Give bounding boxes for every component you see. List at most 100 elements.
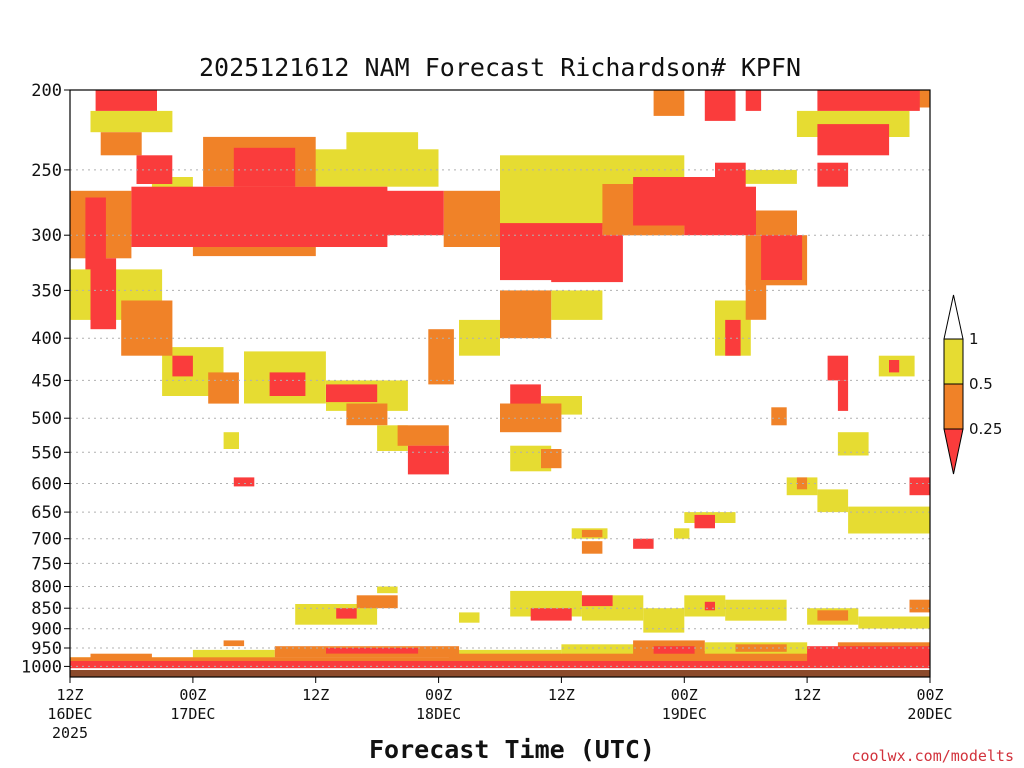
legend-swatch-high xyxy=(943,338,964,385)
ground-surface xyxy=(70,670,930,677)
heatmap-cell-mid xyxy=(397,425,449,446)
heatmap-cell-high xyxy=(858,616,930,629)
heatmap-cell-high xyxy=(192,649,275,660)
x-tick-hour: 00Z xyxy=(179,686,206,704)
heatmap-cell-mid xyxy=(581,529,603,538)
heatmap-cell-low xyxy=(530,608,572,621)
heatmap-cell-low xyxy=(172,355,193,377)
y-axis: 200 250 300 350 400 450 500 550 600 650 700 750 8008… xyxy=(21,81,70,677)
heatmap-cells xyxy=(70,90,930,669)
heatmap-cell-low xyxy=(909,477,930,496)
x-tick-date: 19DEC xyxy=(662,705,707,723)
heatmap-cell-high xyxy=(346,132,419,153)
heatmap-cell-low xyxy=(837,380,849,411)
heatmap-cell-mid xyxy=(909,599,930,613)
heatmap-cell-mid xyxy=(448,653,930,661)
x-tick-year: 2025 xyxy=(52,724,88,742)
heatmap-cell-low xyxy=(407,445,449,475)
heatmap-cell-mid xyxy=(443,190,500,247)
heatmap-cell-low xyxy=(694,514,715,529)
y-tick-label: 500 xyxy=(31,409,62,429)
x-tick-hour: 00Z xyxy=(671,686,698,704)
heatmap-cell-low xyxy=(326,648,419,654)
heatmap-cell-mid xyxy=(771,407,787,426)
heatmap-cell-high xyxy=(295,149,439,187)
heatmap-cell-high xyxy=(90,110,173,133)
heatmap-cell-high xyxy=(223,432,239,449)
heatmap-cell-low xyxy=(704,90,736,121)
x-tick-hour: 12Z xyxy=(302,686,329,704)
heatmap-cell-low xyxy=(510,384,541,404)
heatmap-cell-low xyxy=(761,235,803,280)
heatmap-cell-low xyxy=(85,197,106,270)
heatmap-cell-low xyxy=(131,186,388,247)
heatmap-cell-low xyxy=(336,608,357,619)
heatmap-cell-high xyxy=(674,528,690,539)
x-axis-label: Forecast Time (UTC) xyxy=(369,735,655,764)
y-tick-label: 350 xyxy=(31,281,62,301)
heatmap-cell-mid xyxy=(653,90,685,116)
heatmap-cell-high xyxy=(837,432,869,456)
heatmap-cell-low xyxy=(704,601,715,611)
y-tick-label: 950 xyxy=(31,639,62,659)
heatmap-cell-mid xyxy=(500,290,552,339)
y-tick-label: 400 xyxy=(31,329,62,349)
heatmap-cell-low xyxy=(684,186,756,236)
legend-label: 0.5 xyxy=(969,375,993,393)
y-tick-label: 750 xyxy=(31,554,62,574)
heatmap-cell-low xyxy=(269,372,306,396)
x-tick-hour: 12Z xyxy=(794,686,821,704)
x-tick-hour: 12Z xyxy=(548,686,575,704)
color-legend: 1 0.5 0.25 xyxy=(943,294,1002,475)
heatmap-cell-low xyxy=(95,90,157,111)
y-tick-label: 650 xyxy=(31,503,62,523)
heatmap-cell-low xyxy=(70,661,930,669)
y-tick-label: 900 xyxy=(31,620,62,640)
heatmap-cell-mid xyxy=(428,329,454,385)
heatmap-cell-mid xyxy=(581,541,603,554)
heatmap-cell-high xyxy=(643,608,685,633)
heatmap-cell-mid xyxy=(100,132,142,156)
y-tick-label: 200 xyxy=(31,81,62,101)
heatmap-cell-high xyxy=(725,599,787,621)
x-tick-hour: 00Z xyxy=(916,686,943,704)
x-tick-date: 18DEC xyxy=(416,705,461,723)
x-tick-date: 20DEC xyxy=(907,705,952,723)
legend-bottom-arrow xyxy=(943,428,964,475)
y-tick-label: 300 xyxy=(31,226,62,246)
heatmap-cell-mid xyxy=(541,449,562,469)
heatmap-cell-low xyxy=(889,360,900,373)
legend-label: 1 xyxy=(969,330,979,348)
heatmap-cell-low xyxy=(827,355,849,381)
y-tick-label: 850 xyxy=(31,599,62,619)
x-tick-date: 17DEC xyxy=(170,705,215,723)
y-tick-label: 700 xyxy=(31,530,62,550)
x-tick-hour: 12Z xyxy=(56,686,83,704)
heatmap-cell-low xyxy=(551,235,623,283)
heatmap-cell-high xyxy=(817,489,849,513)
x-tick-hour: 00Z xyxy=(425,686,452,704)
plot-frame xyxy=(69,89,931,678)
heatmap-cell-mid xyxy=(208,372,239,404)
heatmap-cell-mid xyxy=(223,640,245,647)
credit-text[interactable]: coolwx.com/modelts xyxy=(851,747,1014,765)
heatmap-cell-low xyxy=(725,319,741,356)
heatmap-cell-low xyxy=(633,538,654,549)
heatmap-cell-low xyxy=(807,646,930,661)
y-tick-label: 250 xyxy=(31,161,62,181)
heatmap-cell-low xyxy=(233,477,255,487)
heatmap-cell-high xyxy=(848,506,930,534)
heatmap-cell-low xyxy=(581,595,613,607)
legend-swatch-mid xyxy=(943,383,964,430)
heatmap-cell-high xyxy=(377,586,398,594)
heatmap-cell-low xyxy=(90,258,117,330)
legend-label: 0.25 xyxy=(969,420,1002,438)
heatmap-cell-low xyxy=(745,90,762,111)
heatmap-cell-low xyxy=(817,162,849,187)
y-tick-label: 800 xyxy=(31,578,62,598)
heatmap-cell-low xyxy=(817,90,920,111)
heatmap-cell-low xyxy=(653,646,695,654)
heatmap-cell-mid xyxy=(346,403,388,426)
